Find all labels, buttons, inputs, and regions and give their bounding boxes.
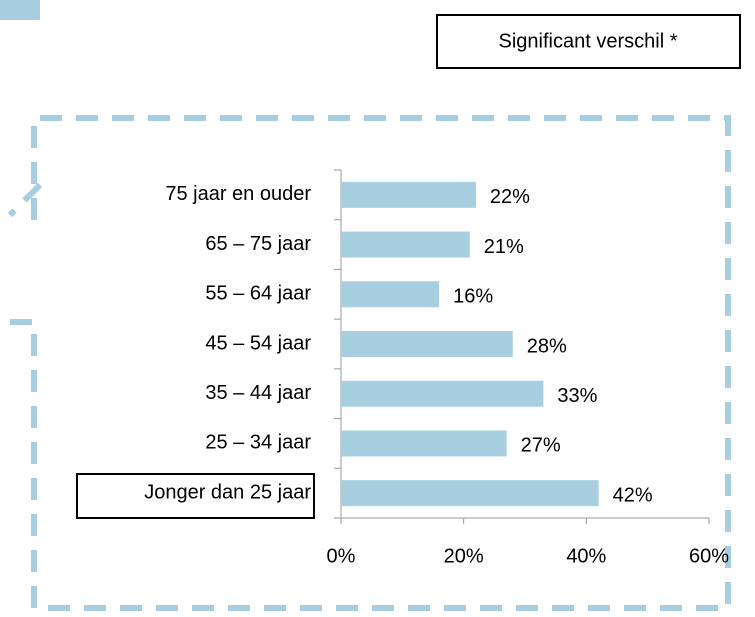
value-label: 21% — [484, 236, 524, 258]
bar — [341, 430, 507, 457]
x-tick-label: 40% — [566, 545, 606, 567]
y-tick-label: 35 – 44 jaar — [205, 382, 311, 404]
bar — [341, 480, 599, 507]
bar — [341, 380, 544, 407]
value-label: 33% — [557, 385, 597, 407]
bar — [341, 331, 513, 357]
value-label: 42% — [613, 484, 653, 506]
bar — [341, 181, 476, 208]
x-tick-label: 0% — [327, 545, 356, 567]
value-label: 22% — [490, 186, 530, 208]
y-tick-label: 55 – 64 jaar — [205, 283, 311, 305]
y-tick-label: 25 – 34 jaar — [205, 432, 311, 454]
annotation-box — [436, 14, 741, 69]
value-label: 27% — [521, 435, 561, 457]
decoration — [0, 0, 40, 20]
y-tick-label: 75 jaar en ouder — [165, 183, 311, 205]
bar — [341, 281, 440, 308]
y-tick-label: Jonger dan 25 jaar — [144, 481, 311, 503]
x-tick-label: 20% — [444, 545, 484, 567]
bar — [341, 231, 470, 258]
y-tick-label: 65 – 75 jaar — [205, 233, 311, 255]
decoration — [7, 182, 43, 218]
x-tick-label: 60% — [689, 545, 729, 567]
value-label: 28% — [527, 335, 567, 357]
highlight-box — [76, 473, 315, 519]
value-label: 16% — [453, 286, 493, 308]
y-tick-label: 45 – 54 jaar — [205, 332, 311, 354]
annotation: Significant verschil * — [499, 30, 678, 52]
